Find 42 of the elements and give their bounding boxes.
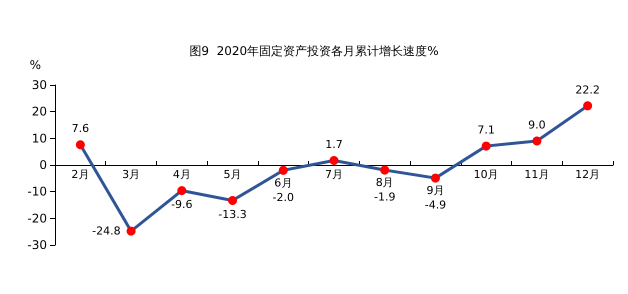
x-tick-label: 5月 [224, 168, 242, 181]
x-tick-label: 8月 [376, 176, 394, 190]
data-label: 7.6 [72, 122, 90, 136]
data-label: 9.0 [528, 118, 546, 132]
x-tick-label: 12月 [575, 168, 600, 181]
y-tick-label: -10 [27, 184, 47, 199]
data-label: 22.2 [575, 83, 600, 96]
data-label: -24.8 [92, 224, 121, 238]
x-tick-label: 2月 [71, 168, 90, 181]
y-tick-label: -30 [27, 238, 47, 252]
point [380, 166, 390, 175]
y-axis-title: % [30, 58, 41, 72]
y-tick-label: 20 [32, 104, 47, 119]
point [330, 156, 338, 165]
data-label: -2.0 [272, 190, 294, 204]
data-label: -4.9 [424, 198, 446, 212]
x-tick-label: 6月 [274, 176, 292, 190]
y-tick-label: -20 [27, 211, 47, 226]
point [126, 226, 136, 236]
data-label: 1.7 [325, 138, 343, 151]
x-tick-label: 3月 [122, 168, 140, 181]
point [278, 166, 288, 175]
x-tick-label: 9月 [426, 184, 444, 198]
y-tick-label: 0 [39, 158, 47, 172]
x-tick-label: 11月 [524, 168, 550, 181]
point [76, 140, 85, 150]
point [430, 174, 440, 183]
point [228, 196, 238, 205]
data-label: -1.9 [374, 190, 396, 204]
data-label: -9.6 [171, 198, 193, 212]
point [583, 101, 592, 110]
chart-title: 图9 2020年固定资产投资各月累计增长速度% [189, 44, 439, 58]
point [482, 142, 491, 151]
y-tick-label: 10 [32, 131, 47, 146]
data-label: -13.3 [218, 208, 247, 221]
point [532, 136, 542, 146]
point [177, 186, 186, 196]
x-tick-label: 4月 [172, 168, 191, 181]
x-tick-label: 10月 [474, 168, 499, 181]
data-label: 7.1 [477, 124, 495, 137]
y-tick-label: 30 [32, 78, 47, 92]
x-tick-label: 7月 [325, 168, 343, 181]
